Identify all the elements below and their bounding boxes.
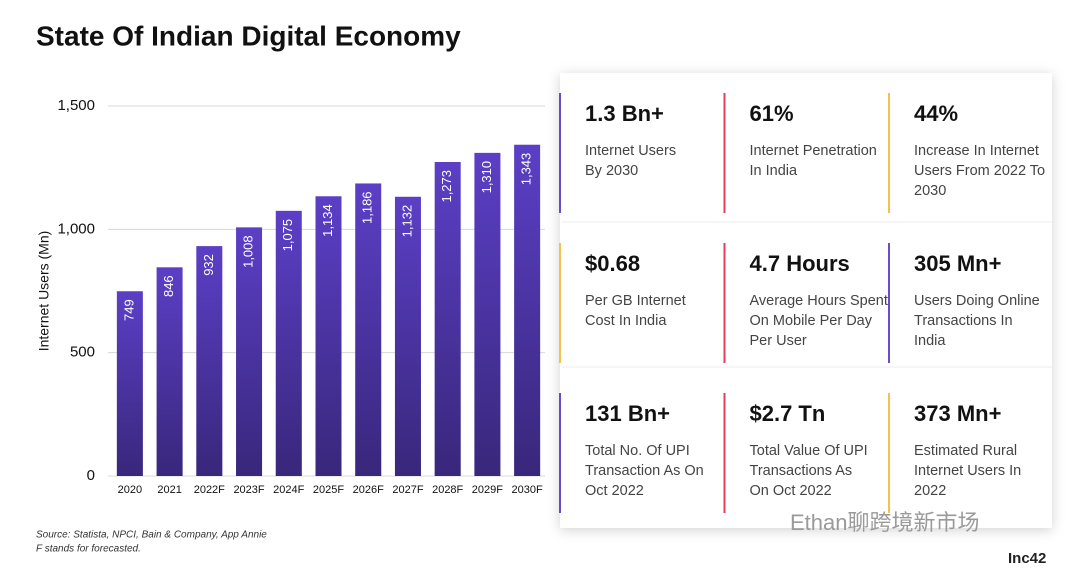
x-tick-label: 2029F [472, 484, 503, 496]
bar-shade [196, 246, 223, 476]
value-label: 1,075 [280, 219, 295, 252]
card-value: 373 Mn+ [914, 401, 1001, 426]
cards-panel [560, 73, 1052, 528]
card-label: By 2030 [585, 163, 638, 179]
source-note: Source: Statista, NPCI, Bain & Company, … [36, 530, 267, 541]
card-value: $2.7 Tn [750, 401, 826, 426]
x-tick-label: 2020 [118, 484, 142, 496]
card-label: Internet Users In [914, 463, 1021, 479]
bar-shade [434, 161, 461, 476]
x-tick-label: 2028F [432, 484, 463, 496]
card-label: Estimated Rural [914, 443, 1017, 459]
value-label: 1,186 [360, 191, 375, 224]
card-value: 44% [914, 101, 958, 126]
page-title: State Of Indian Digital Economy [36, 20, 461, 51]
value-label: 749 [121, 299, 136, 321]
card-label: Total Value Of UPI [750, 443, 868, 459]
card-label: Per GB Internet [585, 293, 686, 309]
card-label: India [914, 333, 946, 349]
watermark: Ethan聊跨境新市场 [790, 510, 980, 535]
y-tick-label: 1,500 [57, 97, 95, 114]
value-label: 932 [201, 254, 216, 276]
value-label: 1,310 [479, 161, 494, 194]
bar-shade [474, 152, 501, 476]
bar-shade [275, 210, 302, 477]
bar-shade [156, 267, 183, 476]
x-tick-label: 2027F [392, 484, 423, 496]
card-label: 2030 [914, 183, 946, 199]
x-tick-label: 2021 [157, 484, 181, 496]
card-label: Total No. Of UPI [585, 443, 690, 459]
card-label: On Oct 2022 [750, 483, 832, 499]
card-label: On Mobile Per Day [750, 313, 873, 329]
x-tick-label: 2030F [512, 484, 543, 496]
x-tick-label: 2023F [233, 484, 264, 496]
bar-shade [514, 144, 541, 476]
bar-shade [355, 183, 382, 476]
bar-shade [315, 196, 342, 476]
card-label: Internet Users [585, 143, 676, 159]
card-label: Cost In India [585, 313, 667, 329]
value-label: 846 [161, 275, 176, 297]
bar-shade [116, 291, 143, 476]
card-label: Average Hours Spent [750, 293, 888, 309]
bar-shade [236, 227, 263, 476]
source-note: F stands for forecasted. [36, 544, 141, 555]
card-label: Per User [750, 333, 807, 349]
value-label: 1,134 [320, 204, 335, 237]
value-label: 1,008 [240, 235, 255, 268]
y-tick-label: 500 [70, 344, 95, 361]
value-label: 1,343 [519, 153, 534, 186]
card-value: 4.7 Hours [750, 251, 850, 276]
card-label: Increase In Internet [914, 143, 1039, 159]
x-tick-label: 2026F [353, 484, 384, 496]
card-label: Transactions In [914, 313, 1013, 329]
value-label: 1,273 [439, 170, 454, 203]
card-value: 61% [750, 101, 794, 126]
x-tick-label: 2025F [313, 484, 344, 496]
card-label: Internet Penetration [750, 143, 877, 159]
value-label: 1,132 [399, 205, 414, 238]
card-value: $0.68 [585, 251, 640, 276]
card-label: 2022 [914, 483, 946, 499]
bar-shade [394, 196, 421, 477]
card-label: Oct 2022 [585, 483, 644, 499]
card-label: Transactions As [750, 463, 853, 479]
y-tick-label: 0 [87, 467, 95, 484]
logo: Inc42 [1008, 550, 1046, 567]
card-label: Users Doing Online [914, 293, 1040, 309]
y-axis-label: Internet Users (Mn) [36, 231, 52, 352]
card-label: Transaction As On [585, 463, 704, 479]
card-label: In India [750, 163, 798, 179]
x-tick-label: 2022F [194, 484, 225, 496]
x-tick-label: 2024F [273, 484, 304, 496]
card-value: 1.3 Bn+ [585, 101, 664, 126]
card-value: 305 Mn+ [914, 251, 1001, 276]
card-label: Users From 2022 To [914, 163, 1045, 179]
y-tick-label: 1,000 [57, 220, 95, 237]
card-value: 131 Bn+ [585, 401, 670, 426]
